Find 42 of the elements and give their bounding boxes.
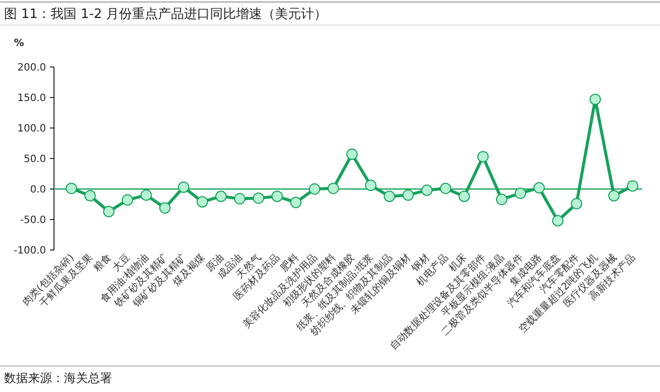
y-tick-label: -50.0	[20, 215, 46, 226]
y-tick-label: 150.0	[17, 93, 46, 104]
x-tick-label: 粮食	[91, 252, 114, 274]
point	[252, 192, 264, 204]
y-axis-title: %	[14, 38, 24, 49]
point	[178, 181, 190, 193]
chart-title: 图 11：我国 1-2 月份重点产品进口同比增速（美元计）	[4, 6, 328, 22]
point	[458, 190, 470, 202]
point	[103, 206, 114, 218]
point	[290, 196, 302, 208]
point	[421, 184, 433, 196]
y-tick-label: 50.0	[24, 154, 46, 165]
point	[570, 198, 582, 210]
point	[608, 190, 620, 202]
y-tick-label: 0.0	[30, 184, 46, 196]
point	[234, 193, 246, 204]
point	[477, 150, 489, 162]
point	[384, 190, 396, 202]
point	[271, 190, 283, 202]
y-tick-label: -100.0	[14, 246, 46, 256]
point	[140, 189, 152, 201]
point	[346, 148, 358, 160]
point	[122, 194, 134, 206]
y-tick-label: 200.0	[17, 62, 46, 74]
point	[159, 202, 171, 214]
point	[552, 215, 564, 226]
point	[590, 94, 601, 106]
source-note: 数据来源：海关总署	[4, 371, 112, 385]
point	[328, 182, 339, 194]
point	[440, 182, 452, 194]
point	[308, 183, 320, 195]
point	[402, 189, 414, 201]
point	[496, 194, 508, 206]
y-tick-label: 100.0	[17, 124, 46, 134]
point	[533, 182, 545, 194]
point	[365, 180, 376, 192]
point	[196, 196, 208, 208]
point	[66, 182, 78, 194]
point	[626, 180, 638, 192]
point	[215, 190, 227, 202]
point	[84, 190, 96, 202]
point	[514, 188, 526, 199]
